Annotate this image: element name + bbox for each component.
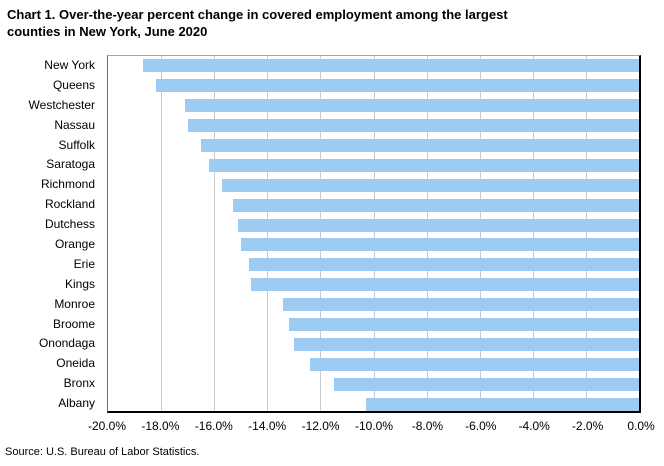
vertical-gridline — [214, 56, 216, 411]
bar-dutchess — [238, 218, 639, 232]
y-tick-label: Erie — [73, 256, 95, 271]
chart-title-line-1: Chart 1. Over-the-year percent change in… — [7, 7, 508, 22]
y-axis-labels: New York Queens Westchester Nassau Suffolk Sa… — [0, 55, 101, 413]
x-tick-label: -20.0% — [87, 419, 127, 433]
y-tick-label: Onondaga — [38, 336, 95, 351]
vertical-gridline — [479, 56, 481, 411]
bar-westchester — [185, 99, 639, 113]
y-tick-label: Monroe — [54, 296, 95, 311]
vertical-gridline — [426, 56, 428, 411]
x-tick-label: -4.0% — [518, 419, 550, 433]
bar-onondaga — [293, 337, 639, 351]
bar-rockland — [232, 198, 639, 212]
y-tick-label: Oneida — [56, 356, 95, 371]
y-tick-label: Saratoga — [46, 157, 95, 172]
y-tick-label: Suffolk — [58, 137, 95, 152]
y-tick-label: Albany — [58, 396, 95, 411]
y-tick-label: Queens — [52, 77, 95, 92]
bar-nassau — [187, 119, 639, 133]
bar-broome — [288, 318, 639, 331]
bar-kings — [251, 278, 639, 292]
x-tick-label: -10.0% — [354, 419, 394, 433]
vertical-gridline — [161, 56, 163, 411]
x-tick-label: -8.0% — [411, 419, 444, 433]
x-axis-labels: -20.0% -18.0% -16.0% -14.0% -12.0% -10.0% -8.0… — [0, 419, 664, 435]
x-tick-label: -2.0% — [571, 419, 604, 433]
y-tick-label: Orange — [54, 236, 95, 251]
x-tick-label: -12.0% — [301, 419, 340, 433]
y-tick-label: Nassau — [54, 117, 95, 132]
bar-erie — [248, 258, 639, 272]
bar-bronx — [333, 377, 639, 391]
vertical-gridline — [320, 56, 322, 411]
bar-monroe — [283, 298, 639, 312]
y-tick-label: Richmond — [40, 177, 95, 192]
chart-title: Chart 1. Over-the-year percent change in… — [7, 6, 647, 40]
x-tick-label: -14.0% — [248, 419, 287, 433]
vertical-gridline — [585, 56, 587, 411]
y-tick-label: Kings — [64, 276, 95, 291]
y-tick-label: New York — [44, 57, 95, 72]
source-note: Source: U.S. Bureau of Labor Statistics. — [5, 446, 200, 458]
bar-albany — [365, 397, 639, 411]
bar-suffolk — [200, 139, 639, 152]
chart-title-line-2: counties in New York, June 2020 — [7, 24, 208, 39]
bar-oneida — [309, 357, 639, 371]
x-tick-label: -6.0% — [465, 419, 497, 433]
bar-new-york — [142, 59, 639, 73]
x-tick-label: -18.0% — [141, 419, 180, 433]
y-tick-label: Broome — [52, 316, 95, 331]
vertical-gridline — [532, 56, 534, 411]
bar-saratoga — [208, 158, 639, 172]
y-tick-label: Rockland — [44, 197, 95, 212]
x-tick-label: 0.0% — [627, 419, 655, 433]
plot-area — [107, 55, 641, 413]
y-tick-label: Bronx — [63, 376, 95, 391]
vertical-gridline — [267, 56, 269, 411]
bar-orange — [240, 238, 639, 252]
bar-queens — [155, 79, 639, 93]
y-tick-label: Westchester — [28, 97, 95, 112]
x-tick-label: -16.0% — [194, 419, 233, 433]
bar-richmond — [222, 178, 639, 192]
y-tick-label: Dutchess — [44, 217, 95, 232]
vertical-gridline — [373, 56, 375, 411]
